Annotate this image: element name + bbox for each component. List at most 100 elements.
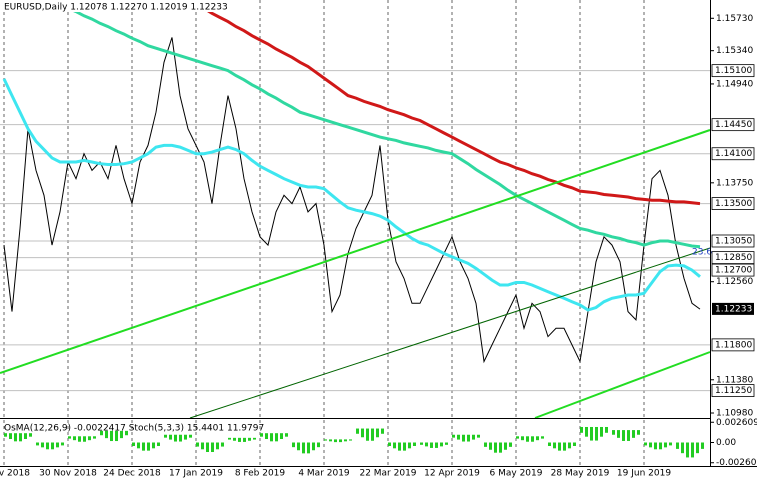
x-tick-label: 4 Mar 2019 (298, 469, 350, 479)
osma-bar (526, 436, 529, 442)
osma-bar (9, 433, 12, 440)
level-label: 1.12850 (715, 253, 752, 263)
x-tick-label: 28 May 2019 (551, 469, 610, 479)
osma-bar (206, 442, 209, 453)
level-box (711, 197, 755, 210)
series-line (195, 2, 701, 206)
x-tick-label: 8 Nov 2018 (0, 469, 30, 479)
osma-bar (260, 433, 263, 437)
series-line (59, 2, 701, 249)
osma-bar (253, 437, 256, 440)
osma-bar (132, 442, 135, 446)
osma-bar (376, 428, 379, 438)
osma-bar (19, 433, 22, 442)
osma-bar (46, 442, 49, 450)
osma-bar (292, 442, 295, 448)
osma-bar (105, 430, 108, 439)
osma-bar (573, 442, 576, 446)
x-tick-label: 19 Jun 2019 (617, 469, 671, 479)
osma-bar (211, 442, 214, 453)
osma-bar (632, 430, 635, 438)
osma-bar (393, 442, 396, 449)
osma-bar (88, 436, 91, 441)
osma-bar (324, 439, 327, 441)
osma-bar (659, 442, 662, 450)
level-box (711, 147, 755, 161)
osma-bar (157, 442, 160, 446)
osma-bar (371, 428, 374, 441)
osma-bar (56, 442, 59, 448)
series-line (2, 78, 701, 312)
level-label: 1.14100 (715, 149, 752, 159)
y-tick-label: 1.15730 (716, 14, 753, 24)
osma-bar (78, 436, 81, 442)
osma-bar (622, 430, 625, 441)
x-tick-label: 17 Jan 2019 (169, 469, 223, 479)
osma-bar (467, 434, 470, 442)
osma-bar (627, 430, 630, 441)
osma-bar (349, 439, 352, 441)
osma-bar (644, 442, 647, 446)
osma-bar (93, 436, 96, 439)
osma-bar (600, 426, 603, 437)
osma-bar (164, 434, 167, 438)
osma-bar (686, 442, 689, 458)
level-box (711, 118, 755, 132)
osma-bar (457, 434, 460, 440)
osma-bar (356, 428, 359, 434)
osma-bar (120, 430, 123, 439)
trend-line (534, 351, 711, 419)
level-label: 1.15100 (715, 66, 752, 76)
osma-bar (563, 442, 566, 451)
osma-bar (681, 442, 684, 454)
osma-bar (329, 439, 332, 442)
osma-bar (152, 442, 155, 449)
osma-bar (147, 442, 150, 451)
osma-bar (477, 434, 480, 438)
osma-bar (41, 442, 44, 448)
osma-bar (4, 433, 7, 437)
y-tick-label: 1.10980 (716, 409, 753, 419)
osma-bar (29, 433, 32, 437)
osma-bar (270, 433, 273, 442)
trend-line (189, 247, 711, 419)
osma-bar (617, 430, 620, 438)
chart-title: EURUSD,Daily 1.12078 1.12270 1.12019 1.1… (4, 3, 228, 13)
osma-bar (595, 426, 598, 441)
osma-bar (531, 436, 534, 442)
osma-bar (24, 433, 27, 440)
osma-bar (637, 430, 640, 435)
osma-bar (649, 442, 652, 448)
osma-bar (430, 442, 433, 448)
osma-bar (184, 434, 187, 440)
y-tick-label: 1.14940 (716, 79, 753, 89)
osma-bar (553, 442, 556, 449)
osma-bar (494, 442, 497, 453)
osma-bar (585, 426, 588, 437)
osma-tick-label: 0.00 (716, 438, 736, 448)
osma-bar (83, 436, 86, 442)
osma-bar (216, 442, 219, 450)
series-line (3, 37, 701, 364)
y-tick-label: 1.12560 (716, 277, 753, 287)
osma-bar (334, 439, 337, 443)
osma-bar (233, 437, 236, 441)
osma-bar (516, 436, 519, 439)
fib-label: 23.6 (692, 248, 712, 258)
osma-bar (388, 442, 391, 446)
osma-title: OsMA(12,26,9) -0.0022417 Stoch(5,3,3) 15… (4, 424, 264, 434)
osma-bar (344, 439, 347, 442)
osma-bar (664, 442, 667, 448)
last-price-label: 1.12233 (715, 304, 752, 314)
osma-bar (285, 433, 288, 437)
osma-bar (413, 442, 416, 446)
osma-bar (568, 442, 571, 449)
level-box (711, 251, 755, 265)
trend-line (0, 129, 711, 374)
title-bg (0, 0, 240, 12)
x-tick-label: 8 Feb 2019 (235, 469, 286, 479)
osma-bar (302, 442, 305, 454)
level-box (711, 338, 755, 352)
osma-tick-label: -0.002609 (716, 458, 757, 468)
